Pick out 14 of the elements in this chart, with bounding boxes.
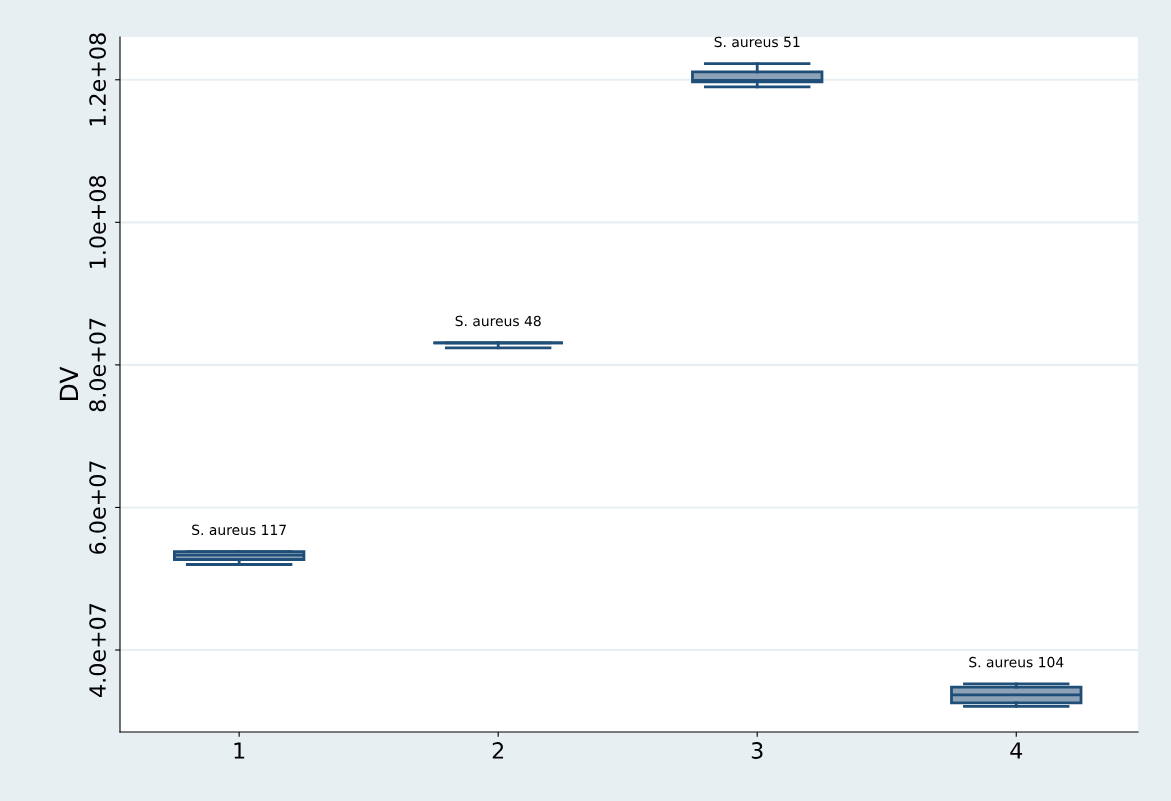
x-tick-label: 4: [1010, 742, 1023, 759]
y-tick-label: 8.0e+07: [89, 318, 106, 412]
annotation: S. aureus 51: [714, 36, 800, 48]
x-tick-label: 2: [492, 742, 504, 759]
annotation: S. aureus 104: [969, 656, 1064, 668]
y-tick-label: 1.2e+08: [89, 33, 106, 126]
x-tick-label: 3: [751, 742, 763, 759]
annotation: S. aureus 117: [192, 524, 286, 536]
x-tick-label: 1: [234, 742, 245, 759]
annotation: S. aureus 48: [455, 315, 541, 327]
y-tick-label: 1.0e+08: [89, 175, 106, 268]
y-tick-label: 6.0e+07: [89, 461, 106, 554]
y-tick-label: 4.0e+07: [89, 603, 106, 697]
y-axis-title: DV: [59, 366, 79, 400]
